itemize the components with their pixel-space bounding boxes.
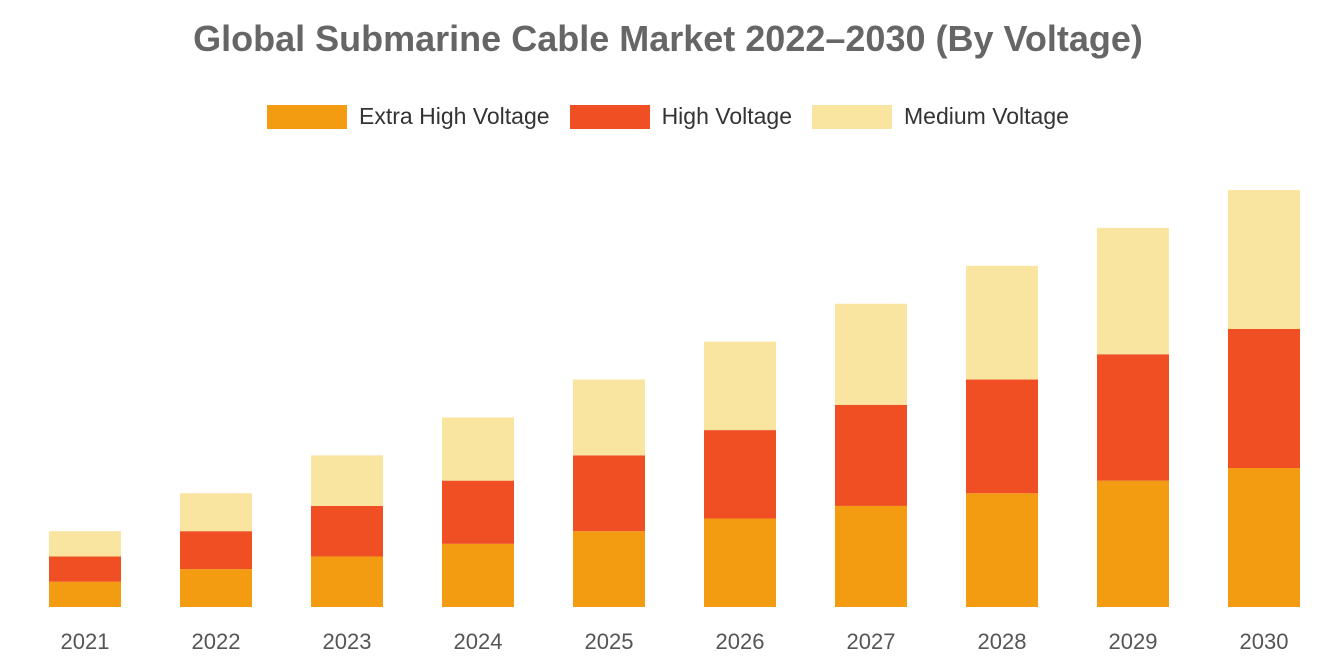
x-tick-label: 2027 xyxy=(847,629,896,654)
bar-extra-high-voltage-2029 xyxy=(1097,480,1169,607)
bar-medium-voltage-2023 xyxy=(311,455,383,506)
bar-high-voltage-2026 xyxy=(704,430,776,519)
bar-extra-high-voltage-2026 xyxy=(704,518,776,607)
bar-medium-voltage-2022 xyxy=(180,493,252,532)
legend-item-high-voltage: High Voltage xyxy=(569,103,792,130)
bar-extra-high-voltage-2027 xyxy=(835,505,907,607)
bar-high-voltage-2022 xyxy=(180,531,252,570)
bar-extra-high-voltage-2024 xyxy=(442,543,514,607)
x-tick-label: 2030 xyxy=(1240,629,1289,654)
bar-extra-high-voltage-2022 xyxy=(180,569,252,607)
legend-label-extra-high-voltage: Extra High Voltage xyxy=(359,103,550,129)
bar-medium-voltage-2028 xyxy=(966,265,1038,380)
chart-title: Global Submarine Cable Market 2022–2030 … xyxy=(193,18,1143,59)
legend-label-medium-voltage: Medium Voltage xyxy=(904,103,1069,129)
bar-extra-high-voltage-2028 xyxy=(966,493,1038,607)
bar-medium-voltage-2027 xyxy=(835,303,907,405)
legend-label-high-voltage: High Voltage xyxy=(661,103,792,129)
bar-medium-voltage-2021 xyxy=(49,531,121,557)
bar-medium-voltage-2029 xyxy=(1097,227,1169,355)
x-tick-label: 2022 xyxy=(192,629,241,654)
legend: Extra High Voltage High Voltage Medium V… xyxy=(0,103,1336,130)
legend-item-medium-voltage: Medium Voltage xyxy=(812,103,1069,130)
bar-high-voltage-2023 xyxy=(311,505,383,557)
bar-high-voltage-2025 xyxy=(573,455,645,532)
bar-high-voltage-2021 xyxy=(49,556,121,582)
legend-swatch-medium-voltage xyxy=(812,104,892,129)
bar-high-voltage-2030 xyxy=(1228,329,1300,468)
x-tick-label: 2029 xyxy=(1109,629,1158,654)
bar-medium-voltage-2030 xyxy=(1228,190,1300,329)
bar-extra-high-voltage-2021 xyxy=(49,581,121,607)
x-tick-label: 2028 xyxy=(978,629,1027,654)
bar-high-voltage-2028 xyxy=(966,379,1038,494)
x-tick-label: 2025 xyxy=(585,629,634,654)
legend-item-extra-high-voltage: Extra High Voltage xyxy=(267,103,550,130)
x-tick-label: 2023 xyxy=(323,629,372,654)
bar-extra-high-voltage-2030 xyxy=(1228,468,1300,607)
bar-high-voltage-2024 xyxy=(442,480,514,544)
bar-high-voltage-2029 xyxy=(1097,354,1169,481)
x-tick-label: 2024 xyxy=(454,629,503,654)
bar-extra-high-voltage-2023 xyxy=(311,556,383,607)
bar-extra-high-voltage-2025 xyxy=(573,531,645,607)
legend-swatch-high-voltage xyxy=(569,104,650,129)
x-tick-label: 2026 xyxy=(716,629,765,654)
bar-high-voltage-2027 xyxy=(835,404,907,506)
bar-medium-voltage-2026 xyxy=(704,341,776,431)
bar-medium-voltage-2024 xyxy=(442,417,514,481)
legend-swatch-extra-high-voltage xyxy=(267,104,348,129)
x-tick-label: 2021 xyxy=(61,629,110,654)
bar-medium-voltage-2025 xyxy=(573,379,645,456)
